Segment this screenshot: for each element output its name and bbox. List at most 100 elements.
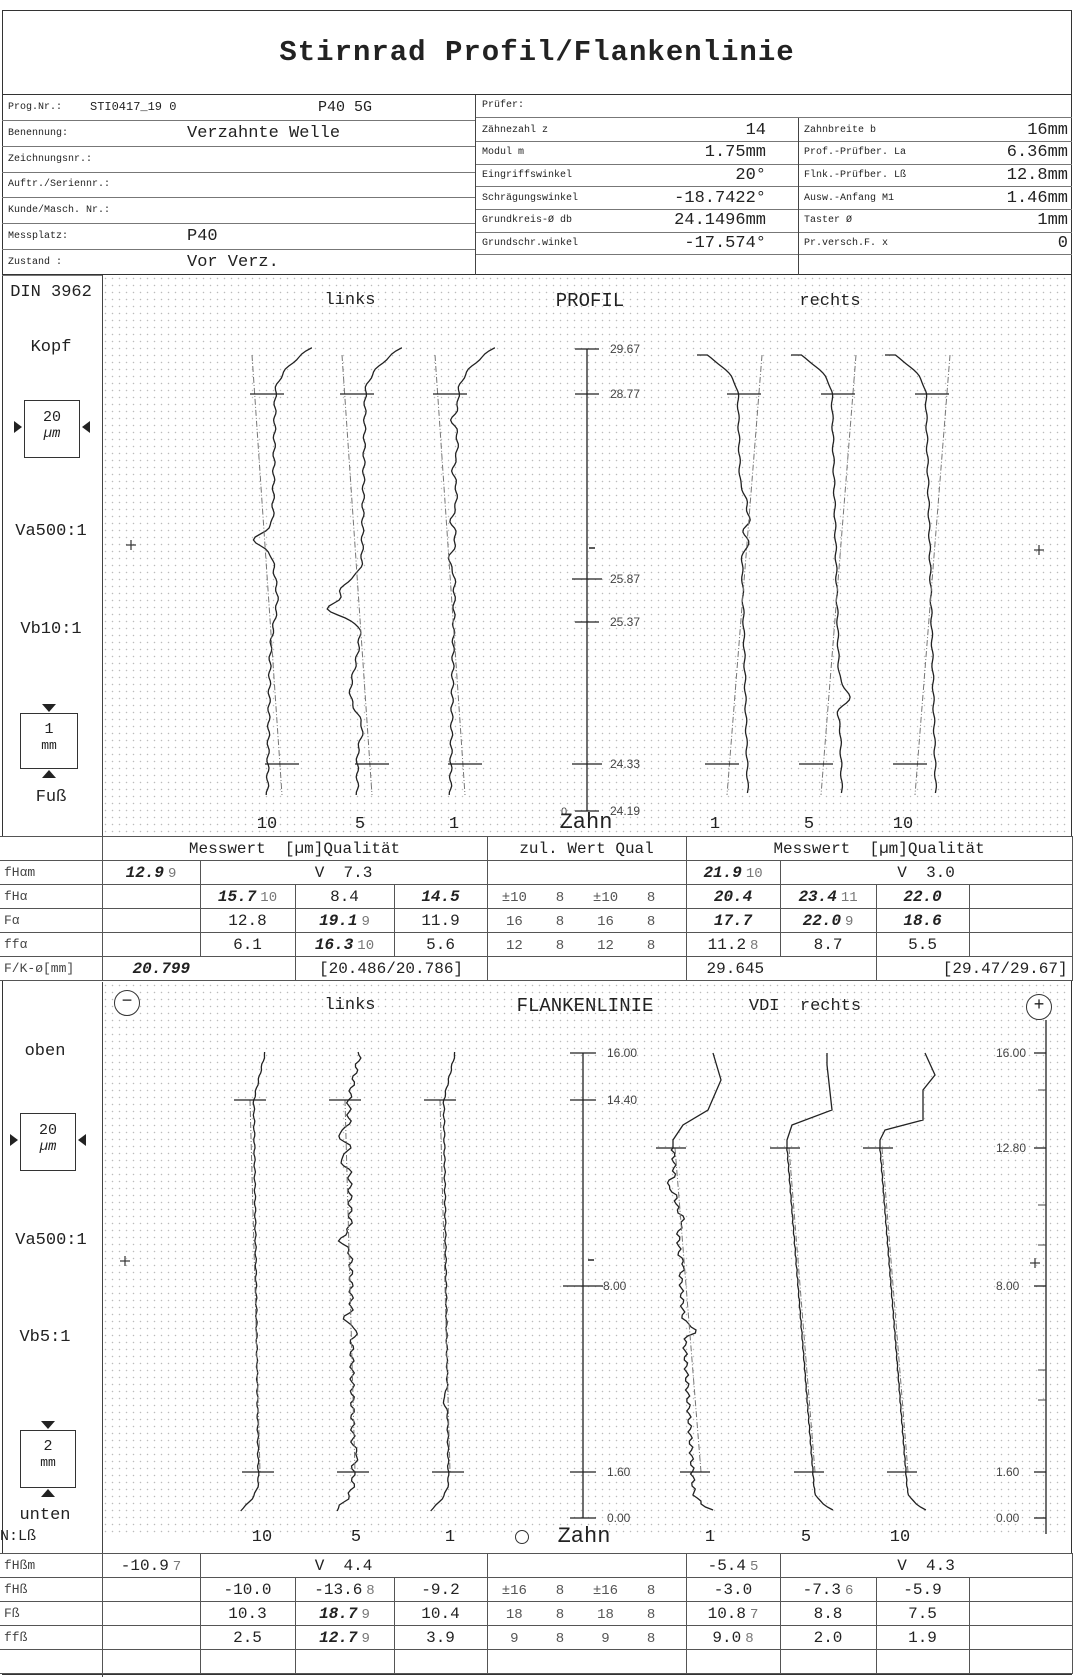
table-row: fHαm 12.9 9 V 7.3 21.9 10 V 3.0 xyxy=(0,860,1073,885)
tolerance-value: ±16 xyxy=(592,1582,619,1599)
tolerance-value: 8 xyxy=(646,1630,656,1647)
axis-tick-label: 14.40 xyxy=(607,1093,637,1107)
tolerance-value: 12 xyxy=(597,937,614,954)
header-label: Schrägungswinkel xyxy=(482,192,579,204)
header-label: Taster Ø xyxy=(804,215,853,227)
arrow-left-icon xyxy=(78,1134,86,1146)
empty-cell xyxy=(294,1649,395,1674)
axis-tick-label: 16.00 xyxy=(996,1046,1026,1060)
tolerance-value: ±16 xyxy=(501,1582,527,1599)
axis-tick-label: 24.33 xyxy=(610,757,640,771)
axis-tick-label: 1.60 xyxy=(607,1465,631,1479)
value-cell: 5.5 xyxy=(875,932,970,957)
header-value: 1.46mm xyxy=(1006,188,1068,208)
measured-value: 22.0 xyxy=(903,887,942,906)
row-label: fHα xyxy=(0,884,103,909)
value-cell: 10.8 7 xyxy=(685,1601,781,1626)
value-cell: 11.9 xyxy=(393,908,488,933)
value-cell: 23.4 11 xyxy=(779,884,877,909)
table-row xyxy=(0,1649,1073,1674)
value-cell: 18.6 xyxy=(875,908,970,933)
flank-reference-line xyxy=(788,1147,816,1473)
row-label: fHß xyxy=(0,1577,103,1602)
tolerance-value: 8 xyxy=(555,889,565,906)
measured-value: 18.7 xyxy=(319,1604,358,1623)
measured-value: 12.8 xyxy=(228,911,267,930)
row-label xyxy=(0,1649,103,1674)
quality-grade: 9 xyxy=(361,913,370,930)
row-label: Fß xyxy=(0,1601,103,1626)
profile-reference-line xyxy=(914,354,951,796)
tolerance-cell: 18 8 18 8 xyxy=(486,1601,687,1626)
axis-tick-label: 12.80 xyxy=(996,1141,1026,1155)
header-label: Messplatz: xyxy=(8,231,69,243)
measured-value: 8.8 xyxy=(813,1604,843,1623)
tolerance-value: ±10 xyxy=(501,889,527,906)
profile-reference-line xyxy=(434,354,466,796)
value-cell: -13.6 8 xyxy=(294,1577,395,1602)
profile-trace xyxy=(697,354,751,794)
header-table: Prog.Nr.: STI0417_19 0 P40 5G Benennung: Ver… xyxy=(2,94,1072,276)
column-header: zul. Wert Qual xyxy=(486,836,687,861)
column-header: Messwert [µm]Qualität xyxy=(685,836,1073,861)
table-row: fHßm -10.9 7 V 4.4 -5.4 5 V 4.3 xyxy=(0,1553,1073,1578)
value-cell: -9.2 xyxy=(393,1577,488,1602)
header-label: Benennung: xyxy=(8,127,69,139)
fk-right-value: 29.645 xyxy=(685,956,877,981)
profile-trace xyxy=(326,347,402,796)
value-cell: 14.5 xyxy=(393,884,488,909)
profile-trace xyxy=(252,347,312,796)
header-value: 6.36mm xyxy=(1006,143,1068,163)
quality-grade: 10 xyxy=(357,937,375,954)
empty-cell xyxy=(393,1649,488,1674)
value-cell: 12.9 9 xyxy=(101,860,201,885)
tolerance-value: 18 xyxy=(597,1606,614,1623)
empty-cell xyxy=(685,1649,781,1674)
measured-value: 11.2 xyxy=(707,935,747,954)
value-cell: 1.9 xyxy=(875,1625,970,1650)
value-cell: 6.1 xyxy=(199,932,296,957)
tolerance-value: 8 xyxy=(646,889,656,906)
header-value: 14 xyxy=(745,120,766,140)
report-title: Stirnrad Profil/Flankenlinie xyxy=(279,36,795,69)
measured-value: 11.9 xyxy=(421,911,460,930)
divider xyxy=(798,117,799,276)
measured-value: -7.3 xyxy=(802,1580,841,1599)
header-row: Modul m 1.75mm Prof.-Prüfber. La 6.36mm xyxy=(476,142,1072,165)
value-cell: 3.9 xyxy=(393,1625,488,1650)
value-cell: 21.9 10 xyxy=(685,860,781,885)
measured-value: 9.0 xyxy=(712,1628,742,1647)
standard-label: DIN 3962 xyxy=(10,283,92,302)
measured-value: -13.6 xyxy=(314,1580,363,1599)
scale-unit: µm xyxy=(39,1139,57,1155)
measured-value: 19.1 xyxy=(319,911,358,930)
zahn-label: Zahn xyxy=(559,810,613,835)
arrow-up-icon xyxy=(42,770,56,778)
profile-left-heading: links xyxy=(324,291,376,310)
tolerance-value: 8 xyxy=(646,1582,656,1599)
arrow-left-icon xyxy=(82,421,90,433)
flank-reference-line xyxy=(881,1147,909,1473)
tooth-number: 5 xyxy=(800,1528,812,1547)
quality-grade: 7 xyxy=(172,1558,182,1575)
empty-cell xyxy=(779,1649,877,1674)
tolerance-cell xyxy=(486,1553,687,1578)
value-cell: 8.4 xyxy=(294,884,395,909)
measured-value: 15.7 xyxy=(217,887,257,906)
quality-grade: 8 xyxy=(366,1582,375,1599)
zoom-in-button[interactable]: + xyxy=(1026,994,1052,1020)
scale-unit: µm xyxy=(43,426,61,442)
flank-trace xyxy=(879,1052,936,1511)
header-label: Prof.-Prüfber. La xyxy=(804,147,907,159)
header-value: 0 xyxy=(1057,233,1068,253)
value-cell: 17.7 xyxy=(685,908,781,933)
axis-tick-label: 0.00 xyxy=(607,1511,631,1525)
flank-reference-line xyxy=(439,1099,451,1473)
value-cell: -5.9 xyxy=(875,1577,970,1602)
zoom-out-button[interactable]: − xyxy=(114,990,140,1016)
header-value: 1.75mm xyxy=(704,143,766,163)
table-row: F/K-ø[mm] 20.799 [20.486/20.786] 29.645 [29.… xyxy=(0,956,1073,981)
tooth-number: 10 xyxy=(892,815,914,834)
header-row: Zähnezahl z 14 Zahnbreite b 16mm xyxy=(476,120,1072,143)
profile-reference-line xyxy=(820,354,857,796)
